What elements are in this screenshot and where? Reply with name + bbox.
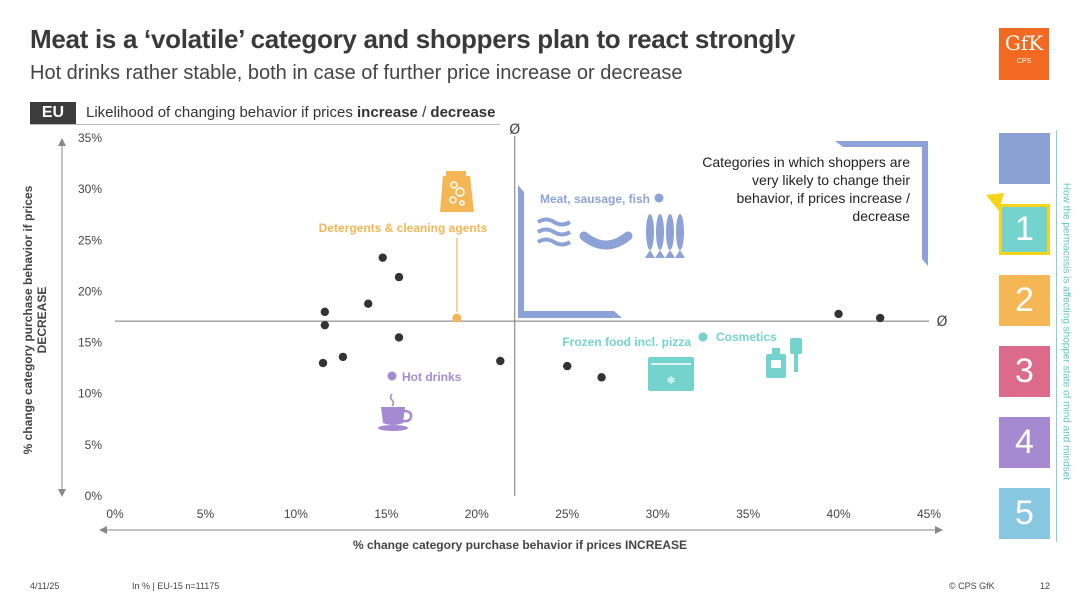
y-axis-label: % change category purchase behavior if p… [21,175,49,465]
footer-date: 4/11/25 [30,581,59,591]
data-point [496,357,504,365]
footer-note: In % | EU-15 n=11175 [132,581,219,591]
snowflake-icon: ❄ [666,374,675,387]
sidebar-box-1[interactable]: 1 [999,204,1050,255]
y-tick-label: 15% [78,336,102,350]
sidebar-line [1056,130,1057,542]
sidebar-caption: How the permacrisis is affecting shopper… [1061,132,1072,532]
volatile-callout-text: Categories in which shoppers are very li… [700,153,910,225]
footer-page-number: 12 [1040,581,1050,591]
sidebar-box-header[interactable] [999,133,1050,184]
data-point [321,308,329,316]
x-tick-label: 5% [197,507,215,521]
data-point [395,273,403,281]
y-tick-label: 5% [85,438,103,452]
x-axis-arrowhead-left [99,526,107,534]
average-x-symbol: Ø [509,122,520,138]
data-point [339,353,347,361]
detergents-label: Detergents & cleaning agents [319,221,488,235]
x-tick-label: 20% [465,507,489,521]
gfk-logo: GfK CPS [999,28,1049,80]
hot-drinks-point [388,372,397,381]
x-tick-label: 35% [736,507,760,521]
x-tick-label: 10% [284,507,308,521]
data-point [379,253,387,261]
data-point [321,321,329,329]
sidebar-box-5[interactable]: 5 [999,488,1050,539]
x-tick-label: 15% [374,507,398,521]
logo-text: GfK [999,28,1049,58]
footer-copyright: © CPS GfK [949,581,995,591]
cosmetics-bottles-icon [766,338,802,378]
sidebar-box-4[interactable]: 4 [999,417,1050,468]
data-point [597,373,605,381]
x-tick-label: 0% [106,507,124,521]
sidebar-box-2[interactable]: 2 [999,275,1050,326]
data-point [364,300,372,308]
detergents-point [452,314,461,323]
y-tick-label: 35% [78,131,102,145]
selection-pointer-icon [984,191,1006,213]
x-tick-label: 40% [827,507,851,521]
x-tick-label: 45% [917,507,941,521]
x-tick-label: 25% [555,507,579,521]
coffee-cup-icon [378,394,411,431]
y-tick-label: 30% [78,182,102,196]
average-y-symbol: Ø [936,314,947,330]
frozen-food-label: Frozen food incl. pizza [562,335,691,349]
meat-point [655,194,664,203]
hot-drinks-label: Hot drinks [402,370,462,384]
detergent-bag-icon [440,171,474,212]
sausage-icon [584,236,628,245]
x-axis-label: % change category purchase behavior if p… [300,538,740,552]
x-tick-label: 30% [646,507,670,521]
logo-subtext: CPS [999,58,1049,66]
data-point [319,359,327,367]
data-point [395,333,403,341]
y-tick-label: 20% [78,284,102,298]
meat-label: Meat, sausage, fish [540,192,650,206]
y-tick-label: 0% [85,489,103,503]
x-axis-arrowhead-right [935,526,943,534]
y-tick-label: 10% [78,387,102,401]
scatter-chart: 0% 5% 10% 15% 20% 25% 30% 35% 0% 5% 10% 15% 20% 25% 30… [0,0,960,570]
y-tick-label: 25% [78,233,102,247]
cosmetics-point [699,333,708,342]
sidebar-box-3[interactable]: 3 [999,346,1050,397]
data-point [876,314,884,322]
cosmetics-label: Cosmetics [716,330,777,344]
y-axis-arrowhead-up [58,138,66,146]
data-point [563,362,571,370]
data-point [834,310,842,318]
bacon-icon [538,220,570,245]
fish-icon [645,214,685,258]
y-axis-arrowhead-down [58,489,66,497]
